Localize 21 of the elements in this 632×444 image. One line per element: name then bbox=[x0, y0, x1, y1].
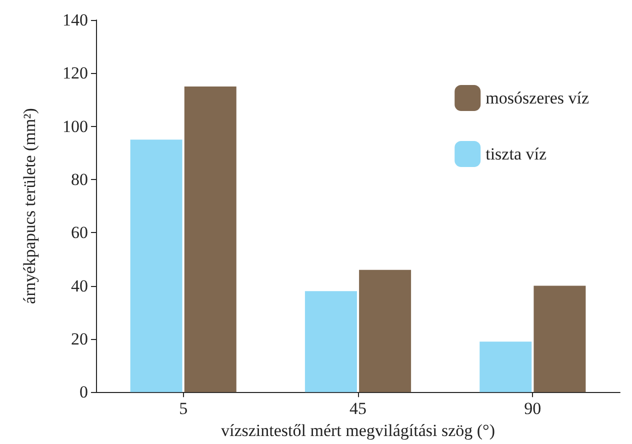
legend-label: tiszta víz bbox=[486, 144, 547, 164]
y-tick-label: 140 bbox=[62, 10, 88, 30]
y-axis-title: árnyékpapucs területe (mm²) bbox=[20, 108, 39, 304]
bar bbox=[359, 270, 412, 392]
bar bbox=[480, 342, 532, 392]
x-tick-label: 45 bbox=[350, 399, 366, 418]
bar bbox=[130, 140, 182, 392]
y-tick-label: 20 bbox=[71, 329, 88, 348]
bar bbox=[304, 291, 357, 392]
x-axis-title: vízszintestől mért megvilágítási szög (°) bbox=[220, 421, 496, 440]
y-tick-label: 0 bbox=[80, 382, 88, 402]
y-tick-label: 120 bbox=[62, 64, 88, 83]
x-tick-label: 90 bbox=[524, 399, 542, 418]
x-tick-label: 5 bbox=[179, 399, 188, 418]
y-tick-label: 100 bbox=[62, 116, 88, 136]
legend-label: mosószeres víz bbox=[486, 88, 590, 108]
y-tick-label: 60 bbox=[71, 223, 88, 242]
y-tick-label: 80 bbox=[71, 170, 88, 189]
y-tick-label: 40 bbox=[71, 276, 88, 296]
bar bbox=[534, 286, 586, 392]
bar bbox=[184, 86, 236, 392]
